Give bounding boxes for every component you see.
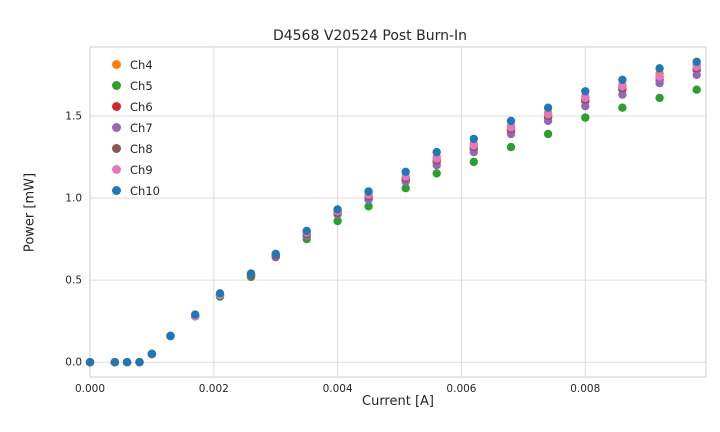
data-point-ch5 [469, 157, 478, 167]
legend-label-ch9: Ch9 [130, 162, 153, 177]
data-point-ch5 [333, 216, 342, 226]
legend-marker-ch8-icon [112, 144, 121, 153]
y-tick-label: 1.5 [65, 110, 82, 122]
y-tick-label: 0.0 [65, 357, 82, 369]
data-point-ch5 [692, 85, 701, 94]
data-point-ch10 [364, 187, 373, 196]
x-tick-label: 0.004 [323, 383, 353, 395]
data-point-ch10 [271, 249, 280, 259]
data-point-ch10 [302, 226, 311, 236]
y-tick-label: 0.5 [65, 275, 82, 287]
data-point-ch10 [246, 269, 256, 278]
data-point-ch7 [581, 101, 590, 111]
data-point-ch7 [655, 78, 664, 88]
y-tick-label: 1.0 [65, 193, 82, 205]
data-point-ch5 [543, 129, 553, 139]
legend-label-ch4: Ch4 [130, 57, 153, 72]
legend-item-ch7: Ch7 [112, 117, 160, 138]
data-point-ch10 [655, 64, 664, 73]
plot-frame [89, 46, 707, 378]
data-point-ch10 [618, 75, 627, 85]
data-point-ch7 [618, 90, 627, 99]
legend-marker-ch10-icon [112, 186, 121, 195]
legend-marker-ch4-icon [112, 60, 121, 69]
data-point-ch10 [122, 358, 132, 367]
legend-item-ch10: Ch10 [112, 180, 160, 201]
legend-item-ch6: Ch6 [112, 96, 160, 117]
data-point-ch10 [147, 349, 157, 359]
x-tick-label: 0.002 [199, 383, 229, 395]
x-tick-label: 0.000 [75, 383, 105, 395]
legend-marker-ch5-icon [112, 81, 121, 90]
legend-label-ch5: Ch5 [130, 78, 153, 93]
data-point-ch5 [618, 103, 627, 112]
legend: Ch4 Ch5 Ch6 Ch7 Ch8 Ch9 Ch10 [112, 54, 160, 201]
data-point-ch5 [581, 113, 590, 122]
data-point-ch5 [506, 142, 516, 152]
x-tick-label: 0.008 [570, 383, 600, 395]
data-point-ch10 [333, 205, 342, 214]
data-point-ch10 [166, 331, 175, 341]
legend-label-ch7: Ch7 [130, 120, 153, 135]
legend-item-ch4: Ch4 [112, 54, 160, 75]
data-point-ch5 [432, 169, 441, 178]
legend-item-ch5: Ch5 [112, 75, 160, 96]
data-point-ch5 [364, 202, 373, 211]
legend-label-ch10: Ch10 [130, 183, 160, 198]
data-point-ch9 [655, 72, 664, 81]
data-point-ch10 [135, 358, 144, 367]
data-point-ch10 [469, 134, 478, 144]
data-point-ch10 [191, 310, 200, 319]
chart-title: D4568 V20524 Post Burn-In [272, 28, 468, 44]
legend-label-ch8: Ch8 [130, 141, 153, 156]
y-axis-label: Power [mW] [22, 172, 38, 253]
data-point-ch9 [581, 93, 590, 103]
data-point-ch10 [401, 167, 410, 176]
x-axis-label: Current [A] [362, 394, 434, 409]
data-point-ch10 [581, 87, 590, 96]
legend-item-ch9: Ch9 [112, 159, 160, 180]
legend-item-ch8: Ch8 [112, 138, 160, 159]
data-point-ch10 [692, 57, 701, 66]
legend-marker-ch7-icon [112, 123, 121, 132]
legend-marker-ch9-icon [112, 165, 121, 174]
data-point-ch5 [655, 93, 664, 103]
data-point-ch9 [432, 154, 441, 163]
data-point-ch10 [506, 116, 516, 126]
data-point-ch9 [543, 110, 553, 119]
data-point-ch9 [618, 82, 627, 91]
data-point-ch7 [692, 70, 701, 80]
data-point-ch9 [469, 141, 478, 150]
data-point-ch10 [543, 103, 553, 112]
data-point-ch5 [401, 184, 410, 193]
legend-label-ch6: Ch6 [130, 99, 153, 114]
data-point-ch10 [85, 358, 95, 367]
data-point-ch10 [215, 289, 225, 298]
data-point-ch9 [506, 123, 516, 132]
x-tick-label: 0.006 [446, 383, 476, 395]
data-point-ch10 [432, 147, 441, 157]
data-point-ch10 [110, 358, 120, 367]
legend-marker-ch6-icon [112, 102, 121, 111]
